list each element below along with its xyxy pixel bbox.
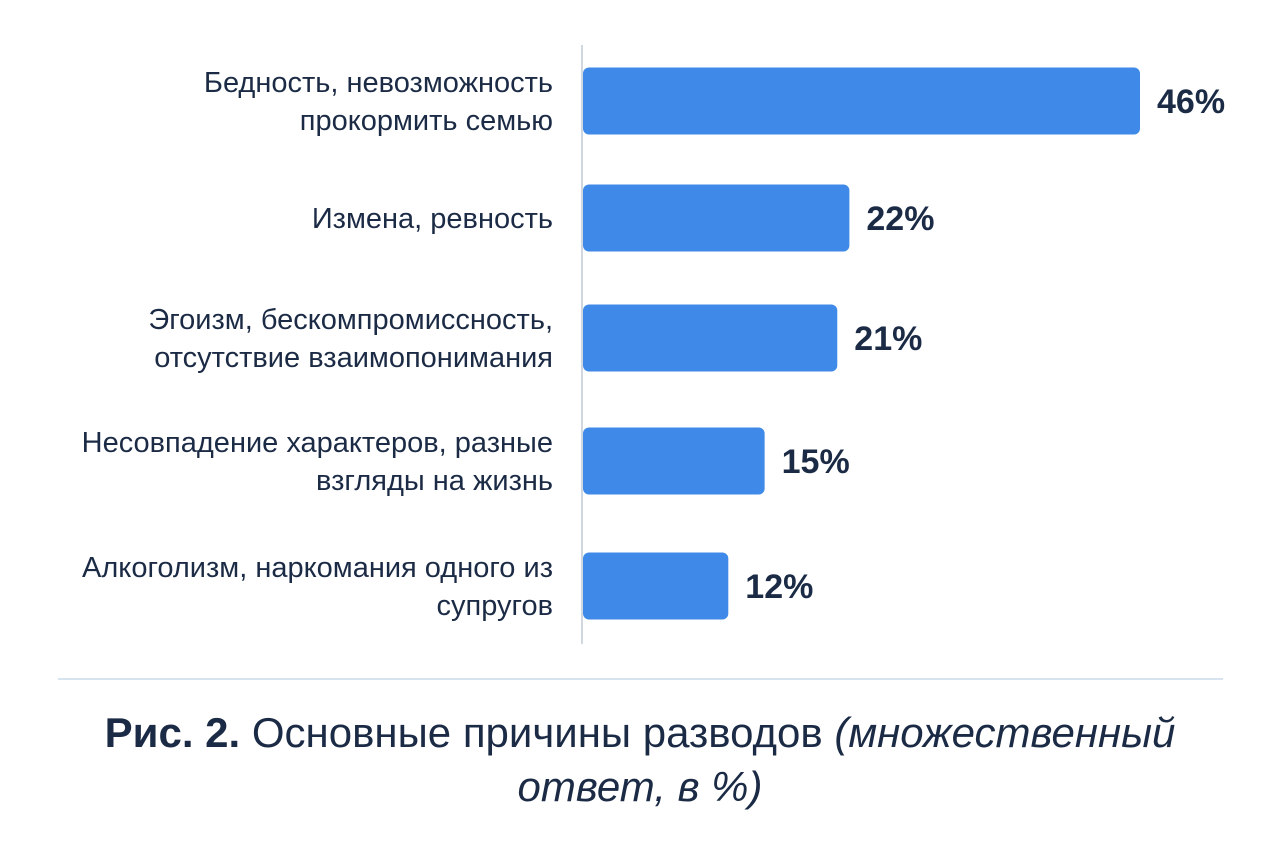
- value-label-3: 21%: [854, 320, 922, 358]
- category-label-3-line-1: Эгоизм, бескомпромиссность,: [148, 304, 553, 336]
- bar-4: [583, 427, 765, 495]
- category-label-1-line-2: прокормить семью: [300, 105, 553, 137]
- caption-divider: [58, 678, 1223, 680]
- category-label-3-line-2: отсутствие взаимопонимания: [154, 342, 553, 374]
- figure-caption: Рис. 2. Основные причины разводов (множе…: [60, 706, 1220, 814]
- value-label-1: 46%: [1157, 83, 1225, 121]
- bar-3: [583, 304, 838, 372]
- bar-chart: 46% Бедность, невозможность прокормить сем…: [82, 45, 1225, 644]
- figure-note: (множественный ответ, в %): [517, 709, 1176, 810]
- figure-title: Основные причины разводов: [251, 709, 823, 756]
- bar-5: [583, 552, 729, 620]
- bar-1: [583, 67, 1140, 135]
- value-label-2: 22%: [866, 200, 934, 238]
- category-label-4-line-2: взгляды на жизнь: [316, 465, 553, 497]
- category-label-5-line-1: Алкоголизм, наркомания одного из: [82, 552, 553, 584]
- value-label-5: 12%: [745, 568, 813, 606]
- bar-2: [583, 184, 850, 252]
- category-label-1-line-1: Бедность, невозможность: [204, 67, 553, 99]
- category-label-5-line-2: супругов: [437, 590, 553, 622]
- category-label-4-line-1: Несовпадение характеров, разные: [82, 427, 553, 459]
- figure-number: Рис. 2.: [104, 709, 241, 756]
- value-label-4: 15%: [782, 443, 850, 481]
- category-label-2-line-1: Измена, ревность: [312, 203, 553, 235]
